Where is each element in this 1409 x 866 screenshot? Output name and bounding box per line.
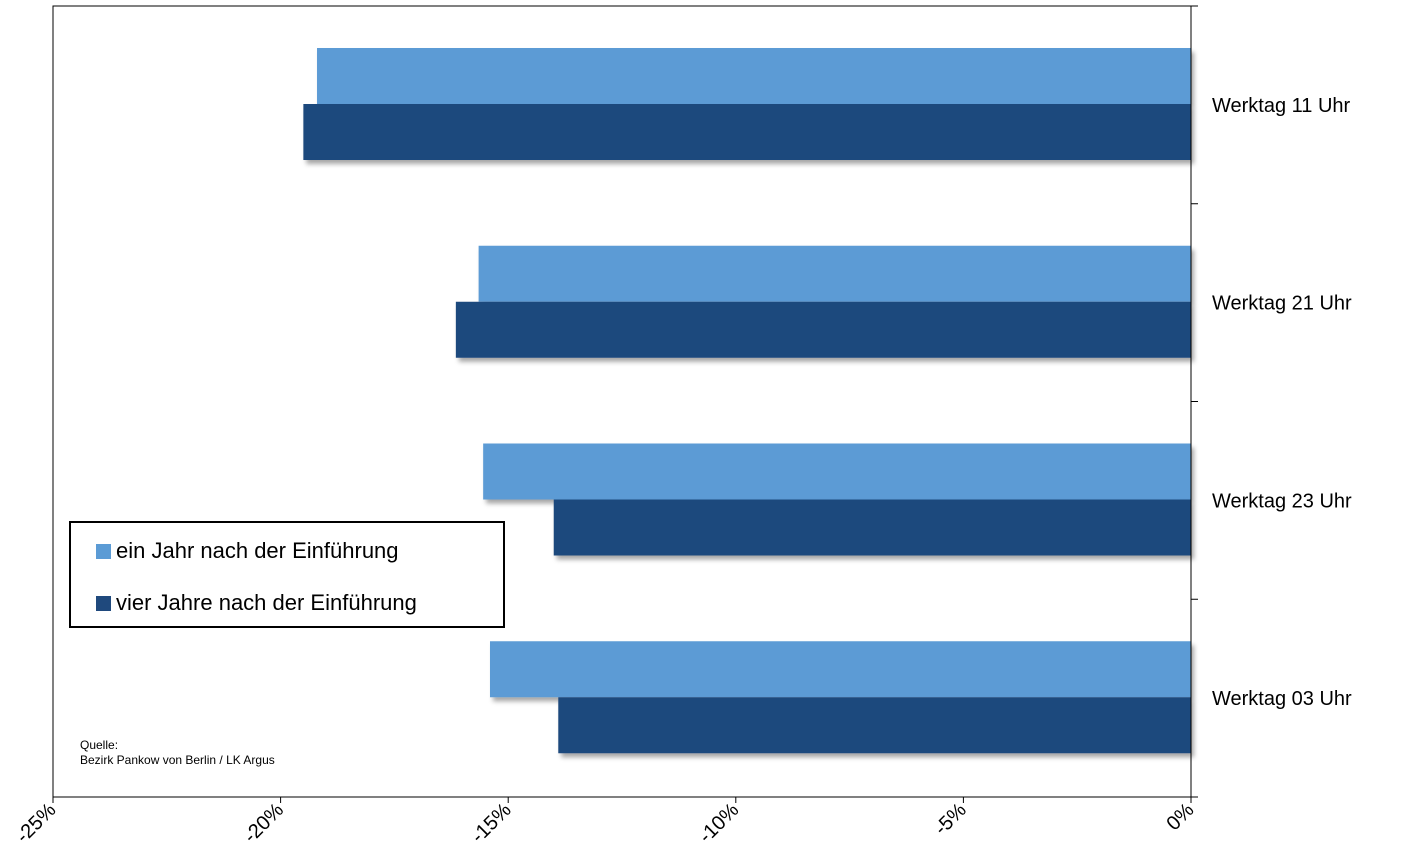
bar-1-4 (489, 641, 1191, 698)
x-tick-label-6: 0% (1163, 799, 1199, 835)
legend-label-series-2: vier Jahre nach der Einführung (116, 590, 417, 615)
category-label-4: Werktag 03 Uhr (1212, 688, 1352, 710)
legend-item-series-2: vier Jahre nach der Einführung (96, 590, 417, 616)
source-note: Quelle: Bezirk Pankow von Berlin / LK Ar… (80, 738, 275, 768)
bar-1-3 (483, 443, 1191, 500)
bar-1-2 (478, 245, 1191, 302)
x-tick-label-4: -10% (695, 799, 744, 848)
category-label-3: Werktag 23 Uhr (1212, 490, 1352, 512)
legend-swatch-series-1 (96, 543, 111, 559)
axes-group (52, 5, 1198, 803)
legend-label-series-1: ein Jahr nach der Einführung (116, 538, 399, 563)
legend-swatch-series-2 (96, 595, 111, 611)
bars-group (303, 48, 1191, 754)
x-tick-label-2: -20% (240, 799, 289, 848)
x-tick-label-5: -5% (930, 799, 971, 840)
source-note-line-2: Bezirk Pankow von Berlin / LK Argus (80, 753, 275, 767)
bar-2-1 (303, 104, 1191, 160)
bar-2-2 (455, 301, 1191, 358)
x-tick-label-1: -25% (12, 799, 61, 848)
legend: ein Jahr nach der Einführung vier Jahre … (69, 521, 505, 628)
bar-2-4 (558, 697, 1191, 754)
bar-1-1 (317, 48, 1191, 104)
x-tick-label-3: -15% (467, 799, 516, 848)
bar-2-3 (553, 499, 1191, 556)
category-label-1: Werktag 11 Uhr (1212, 95, 1351, 117)
category-label-2: Werktag 21 Uhr (1212, 293, 1352, 315)
legend-item-series-1: ein Jahr nach der Einführung (96, 538, 399, 564)
source-note-line-1: Quelle: (80, 738, 119, 752)
